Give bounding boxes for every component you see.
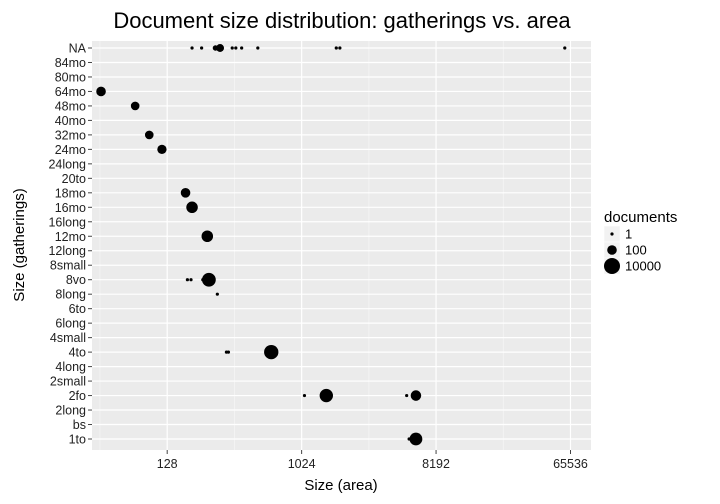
data-point — [230, 46, 234, 50]
y-tick-label: 8long — [55, 288, 86, 302]
chart-title: Document size distribution: gatherings v… — [113, 8, 571, 33]
data-point — [185, 278, 190, 282]
data-point — [334, 46, 338, 50]
y-axis: 1tobs2long2fo2small4long4to4small6long6t… — [48, 42, 92, 447]
data-point — [201, 230, 214, 243]
data-point — [180, 188, 191, 198]
data-points — [96, 44, 567, 446]
y-axis-title: Size (gatherings) — [11, 188, 28, 301]
data-point — [186, 201, 198, 214]
legend-label: 10000 — [625, 259, 661, 274]
legend-symbol — [604, 258, 620, 274]
y-tick-label: 64mo — [55, 85, 86, 99]
data-point — [157, 144, 167, 155]
y-tick-label: bs — [73, 418, 86, 432]
legend-symbol — [610, 232, 614, 236]
x-axis-title: Size (area) — [304, 477, 377, 494]
data-point — [264, 344, 279, 360]
x-axis: 128 1024 8192 65536 — [157, 450, 588, 471]
data-point — [234, 46, 238, 50]
y-tick-label: 6long — [55, 317, 86, 331]
y-tick-label: 16mo — [55, 201, 86, 215]
y-tick-label: 4small — [50, 331, 86, 345]
legend-label: 100 — [625, 243, 647, 258]
data-point — [216, 44, 225, 52]
y-tick-label: 24mo — [55, 143, 86, 157]
data-point — [130, 101, 140, 111]
data-point — [226, 350, 231, 354]
y-tick-label: 1to — [69, 433, 86, 447]
y-tick-label: 24long — [48, 157, 86, 171]
y-tick-label: NA — [69, 42, 87, 56]
legend-symbol — [607, 245, 617, 255]
y-tick-label: 40mo — [55, 114, 86, 128]
x-tick-label: 1024 — [288, 457, 316, 471]
x-tick-label: 65536 — [553, 457, 588, 471]
y-tick-label: 2small — [50, 375, 86, 389]
data-point — [338, 46, 342, 50]
y-tick-label: 16long — [48, 215, 86, 229]
x-tick-label: 8192 — [422, 457, 450, 471]
data-point — [563, 46, 567, 50]
y-tick-label: 48mo — [55, 99, 86, 113]
data-point — [256, 46, 260, 50]
plot-panel — [92, 41, 591, 450]
y-tick-label: 2fo — [69, 389, 86, 403]
y-tick-label: 2long — [55, 404, 86, 418]
legend-title: documents — [604, 209, 677, 226]
y-tick-label: 32mo — [55, 128, 86, 142]
y-tick-label: 4to — [69, 346, 86, 360]
y-tick-label: 8small — [50, 259, 86, 273]
data-point — [215, 292, 219, 296]
data-point — [302, 393, 307, 398]
y-tick-label: 12long — [48, 244, 86, 258]
data-point — [405, 393, 409, 398]
y-tick-label: 4long — [55, 360, 86, 374]
data-point — [202, 272, 216, 287]
data-point — [409, 432, 423, 446]
data-point — [96, 86, 106, 97]
y-tick-label: 84mo — [55, 56, 86, 70]
y-tick-label: 6to — [69, 302, 86, 316]
data-point — [190, 46, 194, 50]
x-tick-label: 128 — [157, 457, 178, 471]
data-point — [189, 278, 193, 282]
y-tick-label: 80mo — [55, 70, 86, 84]
data-point — [319, 388, 333, 403]
y-tick-label: 8vo — [66, 273, 86, 287]
grid-lines — [92, 41, 591, 450]
data-point — [240, 46, 244, 50]
y-tick-label: 12mo — [55, 230, 86, 244]
y-tick-label: 20to — [62, 172, 86, 186]
data-point — [144, 130, 154, 140]
data-point — [200, 46, 204, 50]
legend-label: 1 — [625, 227, 632, 242]
y-tick-label: 18mo — [55, 186, 86, 200]
data-point — [410, 390, 422, 401]
